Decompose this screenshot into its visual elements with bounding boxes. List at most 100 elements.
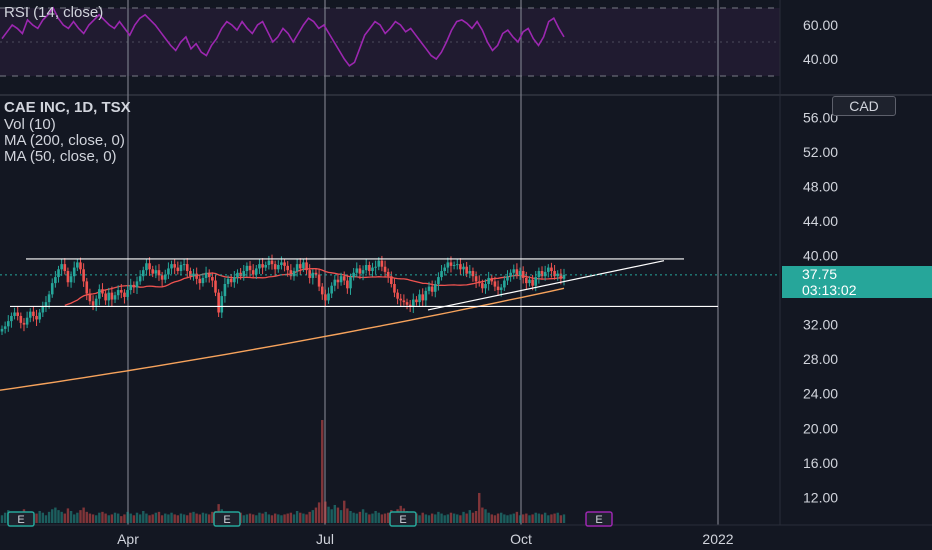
candle-body: [280, 262, 283, 265]
earnings-marker-label: E: [17, 514, 24, 526]
candle-body: [399, 298, 403, 301]
volume-bar: [107, 515, 110, 523]
candle-body: [550, 267, 553, 272]
candle-body: [151, 269, 155, 274]
volume-bar: [94, 515, 98, 523]
candle-body: [339, 276, 343, 283]
candle-body: [336, 279, 340, 283]
candle-body: [427, 286, 431, 291]
candle-body: [330, 285, 333, 294]
volume-bar: [35, 513, 38, 523]
price-tick-label: 24.00: [803, 386, 838, 402]
volume-bar: [170, 512, 173, 523]
candle-body: [41, 306, 45, 313]
volume-bar: [123, 514, 126, 523]
volume-bar: [456, 514, 459, 523]
volume-bar: [41, 512, 45, 523]
candle-body: [402, 300, 406, 303]
volume-bar: [277, 514, 280, 523]
volume-bar: [91, 514, 95, 523]
volume-bar: [286, 513, 289, 523]
candle-body: [430, 286, 434, 292]
volume-bar: [182, 514, 186, 523]
candle-body: [452, 264, 456, 266]
candle-body: [355, 268, 359, 273]
candle-body: [308, 270, 311, 278]
volume-bar: [427, 515, 431, 523]
price-axis: 56.0052.0048.0044.0040.0036.0032.0028.00…: [803, 109, 838, 505]
candle-body: [236, 272, 239, 278]
candle-body: [217, 292, 220, 313]
rsi-pane: 60.00 40.00: [1, 6, 838, 67]
volume-bar: [73, 514, 76, 523]
volume-bar: [104, 513, 107, 523]
candle-body: [515, 269, 519, 276]
volume-bar: [487, 512, 490, 523]
candle-body: [211, 277, 214, 281]
candle-body: [443, 267, 446, 272]
candle-body: [16, 312, 19, 316]
candle-body: [346, 280, 349, 289]
candle-body: [233, 277, 236, 283]
candle-body: [264, 264, 268, 268]
candle-body: [352, 272, 355, 278]
volume-bar: [434, 514, 437, 523]
candle-body: [393, 283, 396, 293]
volume-bar: [248, 513, 252, 523]
candle-body: [167, 268, 170, 275]
candle-body: [13, 312, 16, 316]
volume-bar: [308, 511, 311, 523]
volume-bar: [352, 512, 355, 523]
candle-body: [226, 278, 230, 284]
volume-bar: [51, 509, 54, 523]
candle-body: [333, 279, 337, 286]
candle-body: [459, 264, 462, 270]
volume-bar: [295, 510, 299, 523]
candle-body: [85, 281, 89, 294]
candle-body: [311, 272, 315, 278]
candle-body: [411, 299, 415, 307]
volume-bar: [525, 513, 528, 523]
volume-bar: [192, 511, 195, 523]
candle-body: [94, 298, 98, 306]
volume-bar: [164, 513, 167, 523]
currency-badge[interactable]: CAD: [832, 96, 896, 116]
candle-body: [116, 290, 120, 296]
candle-body: [320, 286, 324, 295]
volume-bar: [371, 513, 374, 523]
volume-bar: [556, 512, 559, 523]
candle-body: [35, 315, 38, 320]
candle-body: [192, 273, 195, 277]
candle-body: [28, 311, 32, 318]
candle-body: [276, 264, 280, 270]
volume-bar: [333, 504, 337, 523]
time-axis: Apr Jul Oct 2022: [117, 531, 734, 547]
volume-bar: [358, 511, 362, 523]
rsi-line: [1, 6, 565, 67]
volume-bar: [543, 512, 547, 523]
volume-bar: [452, 513, 456, 523]
candle-body: [543, 271, 547, 277]
rsi-tick-label: 40.00: [803, 51, 838, 67]
candle-body: [295, 264, 299, 272]
candle-body: [82, 269, 85, 282]
candle-body: [170, 264, 173, 269]
volume-bar: [154, 512, 158, 523]
candle-body: [531, 279, 534, 286]
volume-bar: [245, 514, 249, 523]
candle-body: [465, 266, 468, 274]
volume-bar: [547, 515, 550, 523]
volume-bar: [550, 514, 553, 523]
candle-body: [141, 270, 145, 277]
volume-bar: [424, 514, 428, 523]
candle-body: [446, 262, 450, 268]
candle-body: [54, 277, 57, 284]
candle-body: [292, 271, 296, 277]
volume-bar: [176, 515, 180, 523]
candle-body: [242, 271, 246, 277]
volume-legend: Vol (10): [4, 116, 56, 133]
price-tick-label: 48.00: [803, 178, 838, 194]
volume-bar: [66, 508, 70, 523]
